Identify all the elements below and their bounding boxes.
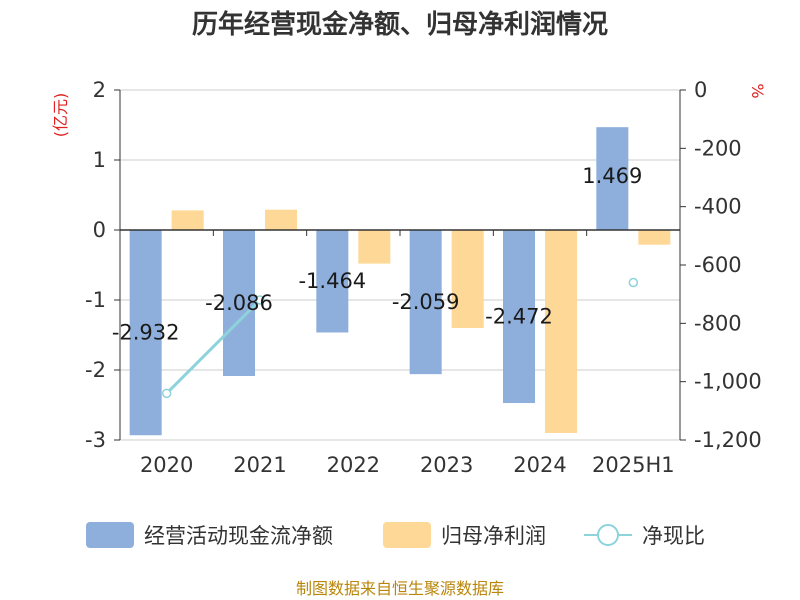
- legend-net-profit-label: 归母净利润: [441, 524, 546, 548]
- right-tick-label: -800: [694, 311, 742, 335]
- right-tick-label: -1,200: [694, 428, 762, 452]
- legend-ratio-label: 净现比: [642, 524, 705, 548]
- cash-flow-data-label: -2.932: [112, 321, 180, 345]
- ratio-line-segment: [165, 298, 262, 395]
- category-label: 2023: [420, 453, 473, 477]
- left-tick-label: 1: [93, 148, 106, 172]
- cash-flow-bar: [129, 230, 162, 436]
- cash-flow-bar: [596, 127, 629, 230]
- right-axis-unit: %: [748, 83, 767, 98]
- bars: [129, 127, 671, 436]
- left-tick-label: -3: [85, 428, 106, 452]
- cash-flow-data-label: -2.059: [392, 290, 460, 314]
- grid: [120, 89, 680, 441]
- ratio-point: [628, 277, 639, 288]
- net-profit-bar: [545, 230, 577, 433]
- cash-flow-data-label: 1.469: [582, 164, 642, 188]
- cash-flow-data-label: -2.086: [205, 291, 273, 315]
- net-profit-bar: [638, 230, 671, 245]
- right-tick-label: -600: [694, 253, 742, 277]
- data-labels: -2.932 -2.086 -1.464 -2.059 -2.472 1.469: [112, 164, 643, 344]
- ratio-point: [255, 295, 265, 305]
- left-tick-label: -2: [85, 358, 106, 382]
- cash-flow-data-label: -2.472: [485, 305, 553, 329]
- right-tick-label: -200: [694, 136, 742, 160]
- legend-net-profit-swatch: [383, 522, 431, 548]
- right-tick-label: -1,000: [694, 370, 762, 394]
- left-axis-unit: (亿元): [51, 93, 70, 138]
- axes: 2 1 0 -1 -2 -3 0 -200 -400 -600 -800 -1,000 -1,200 20…: [85, 78, 762, 477]
- left-tick-label: 0: [93, 218, 106, 242]
- legend-cash-flow-label: 经营活动现金流净额: [144, 524, 333, 548]
- category-label: 2022: [327, 453, 380, 477]
- net-profit-bar: [171, 210, 204, 230]
- category-label: 2024: [513, 453, 566, 477]
- legend-ratio-marker: [597, 524, 619, 546]
- legend: 经营活动现金流净额 归母净利润 净现比: [86, 522, 705, 548]
- cash-flow-data-label: -1.464: [298, 269, 366, 293]
- cash-flow-bar: [316, 230, 349, 333]
- category-label: 2020: [140, 453, 193, 477]
- cash-flow-bar: [503, 230, 535, 404]
- category-label: 2021: [233, 453, 286, 477]
- net-profit-bar: [358, 230, 391, 264]
- cash-flow-bar: [223, 230, 255, 377]
- lines: [161, 277, 639, 399]
- left-tick-label: 2: [93, 78, 106, 102]
- legend-cash-flow-swatch: [86, 522, 134, 548]
- right-tick-label: 0: [694, 78, 707, 102]
- net-profit-bar: [265, 209, 297, 230]
- net-profit-bar: [451, 230, 484, 328]
- category-label: 2025H1: [592, 453, 675, 477]
- source-note: 制图数据来自恒生聚源数据库: [296, 579, 504, 598]
- ratio-point: [161, 388, 172, 399]
- left-tick-label: -1: [85, 288, 106, 312]
- chart-title: 历年经营现金净额、归母净利润情况: [192, 9, 608, 40]
- right-tick-label: -400: [694, 195, 742, 219]
- cash-flow-bar: [409, 230, 442, 375]
